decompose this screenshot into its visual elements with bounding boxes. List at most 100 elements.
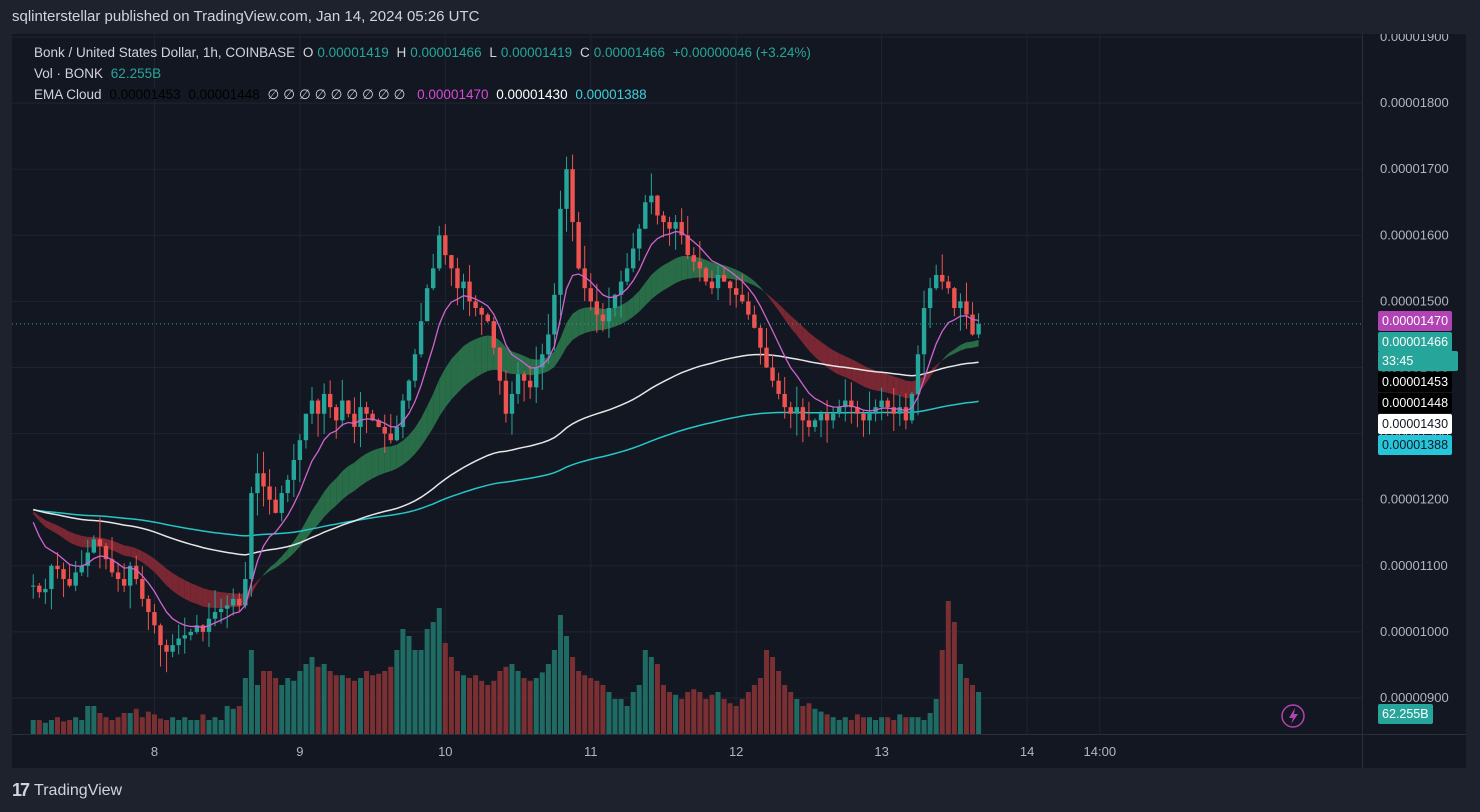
ema-cloud-segment [415,418,422,454]
ema-cloud-segment [372,448,379,479]
volume-bar [327,671,333,734]
volume-bar [842,717,848,734]
volume-bar [539,672,545,734]
y-tick-label: 0.00000900 [1380,690,1449,705]
volume-bar [715,692,721,734]
price-chart[interactable]: 0.00001900 0.00001800 0.00001700 0.00001600… [12,34,1466,768]
candle-body [285,479,290,494]
candle-body [655,195,660,216]
volume-bar [236,706,242,734]
candle-body [91,539,97,553]
volume-bar [485,685,491,734]
volume-bar [345,678,351,734]
volume-bar [170,717,176,734]
volume-bar [606,692,612,734]
candle-body [576,222,581,269]
volume-bar [909,717,915,734]
candle-body [400,400,406,427]
candle-body [297,440,303,461]
candle-body [497,347,503,381]
ema-cloud-segment [208,589,216,609]
volume-bar [854,714,860,734]
volume-bar [461,675,466,734]
candle-body [170,645,175,652]
ema-cloud-segment [505,347,512,375]
ema-cloud-segment [69,531,76,546]
volume-bar [782,685,788,734]
brand-text: TradingView [34,781,123,799]
ema-cloud-segment [215,591,222,609]
candle-body [461,281,466,289]
candle-body [491,321,496,348]
volume-bar [442,643,448,734]
candle-body [534,367,539,388]
candle-body [776,380,781,394]
candle-body [782,393,787,408]
lightning-icon[interactable] [1281,704,1305,728]
candle-body [806,420,812,427]
candle-body [49,565,54,589]
chart-frame[interactable]: 0.00001900 0.00001800 0.00001700 0.00001600… [12,34,1466,768]
high-value: 0.00001466 [410,45,482,60]
candle-body [164,645,169,652]
candle-body [182,635,187,639]
candle-body [824,413,830,421]
candle-body [467,281,472,302]
candle-body [249,493,254,580]
volume-bar [745,692,751,734]
volume-bar [679,699,685,734]
price-badge: 0.00001470 [1378,311,1453,332]
candle-body [564,169,569,209]
volume-bar [776,671,782,734]
candle-body [630,248,636,269]
ema-cloud-segment [839,353,846,378]
volume-bar [242,678,248,734]
ema-empty-value: ∅ [393,87,406,102]
low-label: L [489,45,497,60]
ema-empty-value: ∅ [283,87,296,102]
ema-value-3: 0.00001470 [417,87,489,102]
volume-bar [36,720,42,734]
candle-body [37,585,42,593]
candle-body [418,321,424,355]
ema-cloud-segment [130,546,137,559]
x-tick-label: 9 [296,744,303,759]
footer-brand[interactable]: 17 TradingView [12,780,122,801]
y-tick-label: 0.00001600 [1380,227,1449,242]
candle-body [752,314,757,328]
open-value: 0.00001419 [317,45,389,60]
volume-bar [176,720,182,734]
ema-cloud-segment [518,353,525,375]
candle-body [85,552,90,566]
ema-cloud-segment [408,427,416,460]
volume-bar [103,717,109,734]
candle-body [424,288,430,322]
candle-body [67,579,72,586]
volume-bar [145,711,151,734]
volume-bar [115,717,121,734]
ema-cloud-segment [166,568,173,591]
volume-bar [770,657,776,734]
volume-bar [970,685,976,734]
ema-cloud-segment [766,293,773,303]
change-value: +0.00000046 (+3.24%) [672,45,811,60]
volume-bar [194,720,200,734]
ema-cloud-segment [269,562,276,572]
candle-body [43,588,48,593]
ema-cloud-segment [566,313,573,348]
candle-body [334,407,339,421]
candle-body [685,235,690,256]
low-value: 0.00001419 [500,45,573,60]
volume-bar [121,713,127,734]
ema-empty-value: ∅ [330,87,343,102]
ema-cloud-segment [469,338,476,382]
candle-body [709,281,715,289]
candle-body [703,268,709,282]
candle-body [279,493,284,513]
x-tick-label: 10 [438,744,452,759]
ema-cloud-segment [378,446,385,476]
candle-body [437,235,442,269]
volume-bar [521,678,527,734]
volume-bar [406,636,412,734]
candle-body [97,539,103,546]
